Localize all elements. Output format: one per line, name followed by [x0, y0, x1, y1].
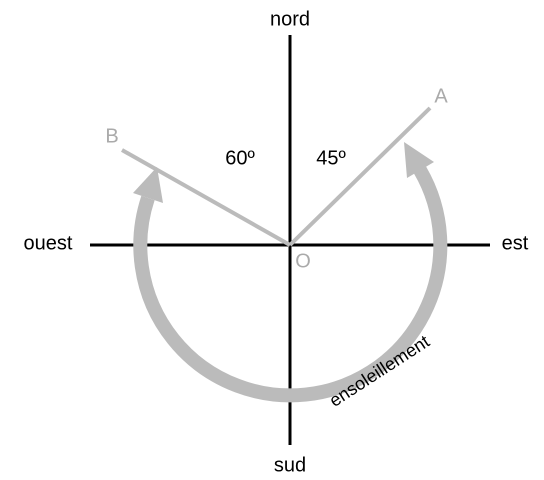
arc-label: ensoleillement [326, 331, 433, 410]
angle-b: 60º [225, 147, 255, 169]
label-a: A [434, 85, 448, 107]
label-b: B [105, 125, 118, 147]
label-north: nord [270, 8, 310, 30]
label-east: est [502, 232, 529, 254]
ray-b [121, 148, 291, 247]
arrowhead-right [404, 142, 434, 178]
arrowhead-left [133, 167, 163, 203]
sunshine-arc [133, 166, 448, 403]
label-south: sud [274, 454, 306, 476]
label-o: O [295, 250, 311, 272]
angle-a: 45º [316, 147, 346, 169]
ray-a [288, 106, 432, 247]
label-west: ouest [24, 232, 73, 254]
